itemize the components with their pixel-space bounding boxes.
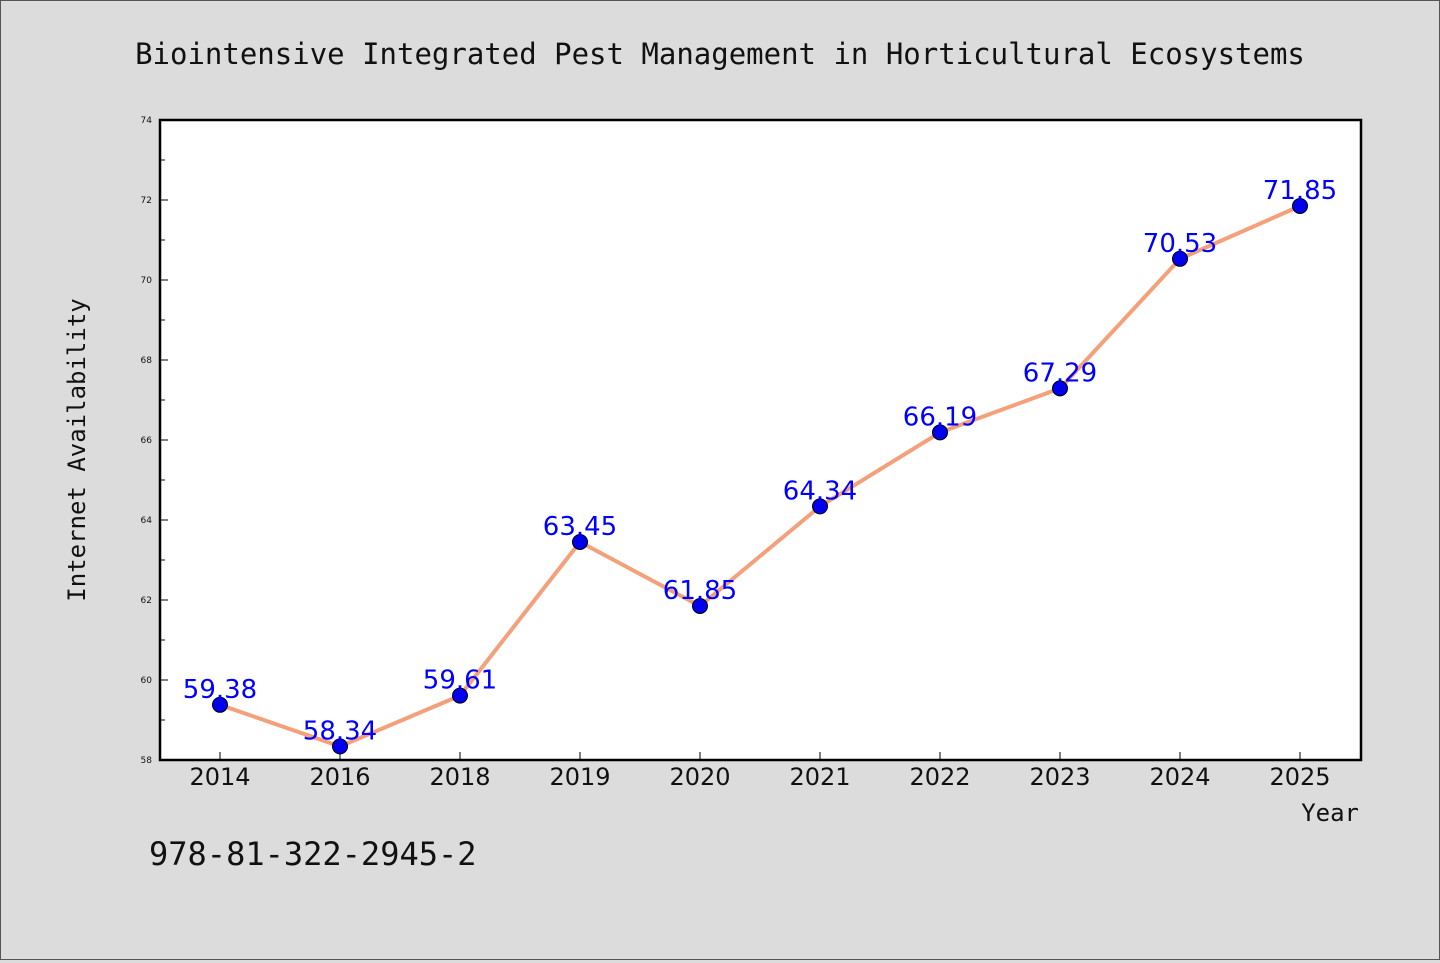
data-label: 59.61 <box>423 666 497 696</box>
data-point <box>1052 380 1068 397</box>
series-line <box>218 204 1302 749</box>
data-point <box>212 696 228 713</box>
x-tick-label: 2025 <box>1269 763 1330 791</box>
plot-area <box>158 118 1363 762</box>
chart-title: Biointensive Integrated Pest Management … <box>135 37 1305 71</box>
x-tick-label: 2016 <box>309 763 370 791</box>
y-axis: 58 60 62 64 66 68 70 72 74 <box>141 116 168 766</box>
y-tick-label: 66 <box>141 436 153 446</box>
x-tick-label: 2023 <box>1029 763 1090 791</box>
y-tick-label: 60 <box>141 676 153 686</box>
data-labels: 59.38 58.34 59.61 63.45 61.85 64.34 66.19 67.29… <box>183 176 1337 746</box>
data-point <box>332 738 348 755</box>
x-tick-label: 2014 <box>189 763 250 791</box>
y-tick-label: 70 <box>141 276 153 286</box>
y-tick-label: 74 <box>141 116 153 126</box>
data-point <box>932 424 948 441</box>
x-tick-label: 2019 <box>549 763 610 791</box>
data-point <box>452 687 468 704</box>
data-point <box>1172 250 1188 267</box>
data-point <box>812 498 828 515</box>
x-tick-label: 2020 <box>669 763 730 791</box>
series-line-group <box>218 204 1302 749</box>
data-point <box>1292 198 1308 214</box>
isbn-text: 978-81-322-2945-2 <box>149 835 477 873</box>
y-tick-label: 68 <box>141 356 153 366</box>
x-tick-label: 2024 <box>1149 763 1210 791</box>
y-tick-label: 58 <box>141 756 153 766</box>
x-tick-label: 2018 <box>429 763 490 791</box>
x-axis-label: Year <box>1301 799 1359 827</box>
data-label: 70.53 <box>1143 229 1217 259</box>
x-tick-label: 2022 <box>909 763 970 791</box>
data-label: 58.34 <box>303 716 377 746</box>
data-label: 61.85 <box>663 576 737 606</box>
data-markers <box>212 198 1308 755</box>
x-tick-label: 2021 <box>789 763 850 791</box>
data-label: 66.19 <box>903 402 977 432</box>
y-tick-label: 62 <box>141 596 152 606</box>
y-tick-label: 72 <box>141 196 152 206</box>
y-axis-label: Internet Availability <box>63 298 91 601</box>
data-label: 71.85 <box>1263 176 1337 206</box>
data-label: 67.29 <box>1023 358 1097 388</box>
x-axis: 2014 2016 2018 2019 2020 2021 2022 2023 2024 2025 <box>189 752 1331 791</box>
data-label: 59.38 <box>183 675 257 705</box>
data-label: 64.34 <box>783 476 857 506</box>
data-label: 63.45 <box>543 512 617 542</box>
data-point <box>572 534 588 550</box>
data-point <box>692 598 708 614</box>
y-tick-label: 64 <box>141 516 153 526</box>
